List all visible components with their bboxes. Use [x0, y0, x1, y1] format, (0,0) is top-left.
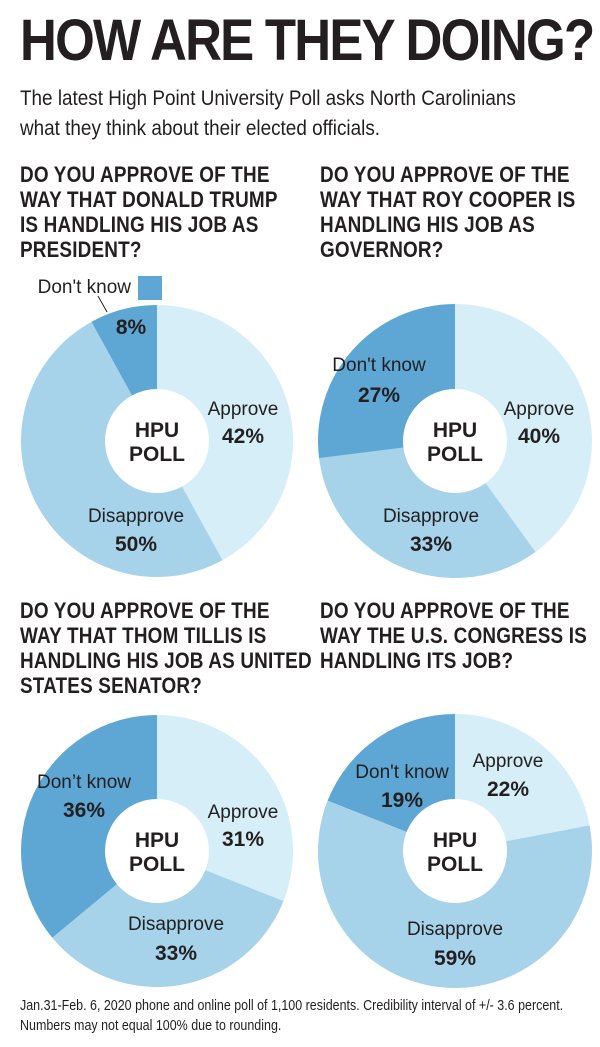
legend-swatch-dont-know — [138, 276, 162, 300]
slice-dont-know — [20, 714, 157, 938]
center-label: HPU — [135, 419, 179, 442]
center-label: POLL — [427, 853, 483, 876]
value-label: 31% — [222, 828, 264, 851]
category-label: Approve — [208, 399, 279, 420]
question-congress: DO YOU APPROVE OF THE WAY THE U.S. CONGR… — [320, 598, 587, 673]
category-label: Disapprove — [407, 919, 503, 940]
value-label: 19% — [381, 789, 423, 812]
category-label: Don’t know — [37, 772, 131, 793]
footnote: Jan.31-Feb. 6, 2020 phone and online pol… — [20, 998, 564, 1034]
value-label: 22% — [487, 778, 529, 801]
value-label: 8% — [116, 316, 147, 339]
value-label: 27% — [358, 384, 400, 407]
value-label: 42% — [222, 425, 264, 448]
category-label: Don't know — [355, 762, 449, 783]
value-label: 40% — [518, 425, 560, 448]
center-label: HPU — [433, 829, 477, 852]
question-trump: DO YOU APPROVE OF THE WAY THAT DONALD TR… — [20, 162, 278, 262]
callout-line — [97, 295, 108, 313]
category-label: Approve — [504, 399, 575, 420]
center-label: POLL — [129, 853, 185, 876]
headline: HOW ARE THEY DOING? — [20, 8, 595, 73]
category-label: Don't know — [38, 277, 132, 298]
question-tillis: DO YOU APPROVE OF THE WAY THAT THOM TILL… — [20, 598, 312, 698]
subheadline: The latest High Point University Poll as… — [20, 87, 516, 140]
category-label: Disapprove — [88, 506, 184, 527]
category-label: Approve — [473, 751, 544, 772]
donut-hole — [105, 799, 209, 903]
slice-disapprove — [319, 441, 536, 579]
category-label: Approve — [208, 802, 279, 823]
value-label: 59% — [434, 947, 476, 970]
value-label: 33% — [410, 533, 452, 556]
value-label: 50% — [115, 533, 157, 556]
question-cooper: DO YOU APPROVE OF THE WAY THAT ROY COOPE… — [320, 162, 576, 262]
center-label: HPU — [135, 829, 179, 852]
category-label: Disapprove — [383, 506, 479, 527]
slice-approve — [157, 304, 294, 561]
donut-hole — [403, 389, 507, 493]
category-label: Don't know — [332, 355, 426, 376]
category-label: Disapprove — [128, 914, 224, 935]
donut-hole — [403, 799, 507, 903]
donut-hole — [105, 389, 209, 493]
slice-disapprove — [52, 851, 284, 987]
center-label: POLL — [129, 443, 185, 466]
center-label: POLL — [427, 443, 483, 466]
slice-approve — [455, 304, 593, 552]
value-label: 33% — [155, 942, 197, 965]
center-label: HPU — [433, 419, 477, 442]
value-label: 36% — [63, 799, 105, 822]
